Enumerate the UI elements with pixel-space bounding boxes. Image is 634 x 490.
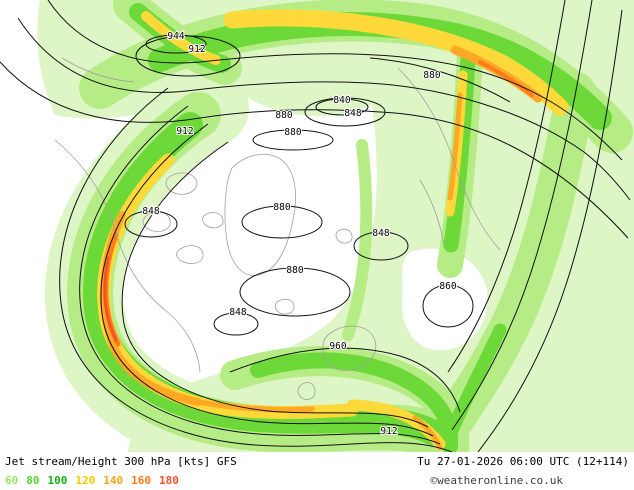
contour-top-3	[0, 61, 629, 239]
band140-bottom	[195, 399, 315, 413]
contour-top-2	[17, 17, 631, 201]
contour-loop-860	[422, 284, 474, 328]
wind-band-180kt-layer	[103, 256, 118, 342]
coast-britain	[297, 382, 316, 400]
coast-siberia	[397, 67, 501, 251]
copyright: ©weatheronline.co.uk	[430, 474, 563, 487]
contour-loop-880-mid	[241, 205, 323, 239]
coast-kara-sea	[419, 179, 445, 246]
contour-label-848: 848	[229, 307, 246, 318]
contour-label-848: 848	[372, 228, 389, 239]
coast-arctic-island-1	[165, 172, 198, 195]
band140-bottomright	[412, 415, 443, 451]
contour-label-880: 880	[423, 70, 440, 81]
contour-label-912: 912	[176, 126, 193, 137]
legend-value-140: 140	[103, 474, 124, 487]
contour-label-944: 944	[167, 31, 184, 42]
contour-label-912: 912	[188, 44, 205, 55]
legend-value-100: 100	[47, 474, 68, 487]
contour-label-880: 880	[286, 265, 303, 276]
contour-label-880: 880	[273, 202, 290, 213]
band160-topright	[478, 60, 534, 97]
chart-title: Jet stream/Height 300 hPa [kts] GFS	[5, 455, 237, 468]
contour-loop-912-topleft	[135, 35, 241, 77]
contour-label-840: 840	[333, 95, 350, 106]
legend-value-120: 120	[75, 474, 96, 487]
footer-row-1: Jet stream/Height 300 hPa [kts] GFS Tu 2…	[0, 452, 634, 471]
coast-north-america	[54, 139, 201, 373]
coast-iceland	[274, 298, 295, 315]
weather-map: 944 912 912 880 880 840 848 880 848 880 848 880 860 8…	[0, 0, 634, 452]
coast-alaska	[61, 57, 135, 83]
band120-topleft	[141, 11, 221, 65]
contour-bottom-960	[229, 347, 461, 413]
contour-label-960: 960	[329, 341, 346, 352]
footer-row-2: 60 80 100 120 140 160 180 ©weatheronline.co.uk	[0, 471, 634, 490]
contour-label-912: 912	[380, 426, 397, 437]
contour-right-1	[451, 0, 593, 431]
contour-right-3	[447, 0, 566, 373]
band140-right-inner	[447, 92, 463, 201]
coast-scandinavia	[322, 325, 377, 371]
coast-greenland	[224, 154, 296, 276]
contour-right-2	[477, 9, 623, 452]
contour-labels: 944 912 912 880 880 840 848 880 848 880 848 880 860 8…	[141, 30, 457, 438]
band180-left-jet	[103, 256, 118, 342]
contour-loop-848-left	[124, 210, 178, 238]
coast-svalbard	[335, 228, 353, 244]
height-contours	[0, 0, 631, 452]
contour-label-880: 880	[284, 127, 301, 138]
contour-label-848: 848	[142, 206, 159, 217]
coast-arctic-island-3	[176, 245, 204, 264]
legend-value-160: 160	[131, 474, 151, 487]
contour-loop-840	[315, 98, 369, 116]
contour-loop-848-bottom	[213, 312, 259, 336]
legend-values: 60 80 100 120 140 160 180	[5, 471, 179, 490]
contour-top-1	[47, 0, 623, 161]
band120-top	[223, 9, 569, 116]
calm-pocket-right	[401, 248, 488, 351]
contour-label-860: 860	[439, 281, 456, 292]
contour-label-880: 880	[275, 110, 292, 121]
legend-value-180: 180	[159, 474, 179, 487]
contour-left-1	[59, 87, 453, 452]
contour-loop-880-center	[239, 267, 351, 317]
band100-bottom	[250, 352, 459, 452]
coast-arctic-island-4	[202, 212, 224, 229]
legend-value-80: 80	[26, 474, 40, 487]
contour-left-4	[121, 141, 429, 428]
run-timestamp: Tu 27-01-2026 06:00 UTC (12+114)	[417, 455, 629, 468]
contour-left-3	[100, 123, 434, 437]
contour-left-2	[79, 105, 441, 445]
contour-loop-880-top	[252, 129, 334, 151]
contour-loop-848-top	[304, 97, 386, 127]
band80-center-strip	[342, 139, 373, 341]
legend-value-60: 60	[5, 474, 19, 487]
footer: Jet stream/Height 300 hPa [kts] GFS Tu 2…	[0, 452, 634, 490]
contour-top-1b	[369, 57, 511, 103]
contour-label-848: 848	[344, 108, 361, 119]
contour-loop-848-right	[353, 231, 409, 261]
